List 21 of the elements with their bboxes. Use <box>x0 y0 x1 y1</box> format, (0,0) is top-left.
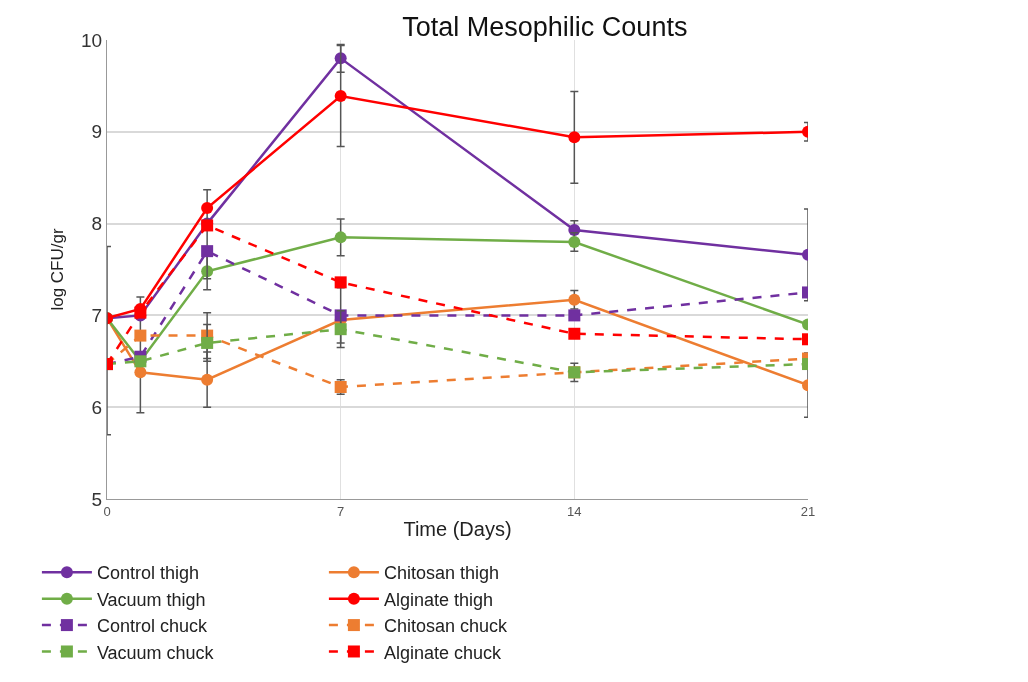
legend-label: Chitosan chuck <box>383 616 508 637</box>
x-axis-title: Time (Days) <box>403 518 512 541</box>
y-tick-label: 7 <box>91 305 103 327</box>
x-tick-label: 14 <box>567 503 582 519</box>
y-tick-label: 6 <box>91 396 103 418</box>
legend-label: Vacuum thigh <box>96 589 206 610</box>
y-axis-title: log CFU/gr <box>48 228 67 311</box>
legend-label: Control chuck <box>96 616 208 637</box>
legend-label: Control thigh <box>96 563 199 584</box>
y-tick-label: 10 <box>81 29 103 51</box>
y-tick-label: 8 <box>91 213 103 235</box>
x-tick-label: 7 <box>337 503 345 519</box>
x-tick-label: 21 <box>800 503 816 519</box>
y-tick-label: 5 <box>91 488 103 510</box>
x-tick-label: 0 <box>103 503 111 519</box>
legend-label: Alginate thigh <box>383 589 493 610</box>
legend-label: Vacuum chuck <box>96 642 215 663</box>
y-tick-label: 9 <box>91 121 103 143</box>
legend-label: Chitosan thigh <box>383 563 499 584</box>
legend-label: Alginate chuck <box>383 642 502 663</box>
chart-title: Total Mesophilic Counts <box>402 11 688 42</box>
